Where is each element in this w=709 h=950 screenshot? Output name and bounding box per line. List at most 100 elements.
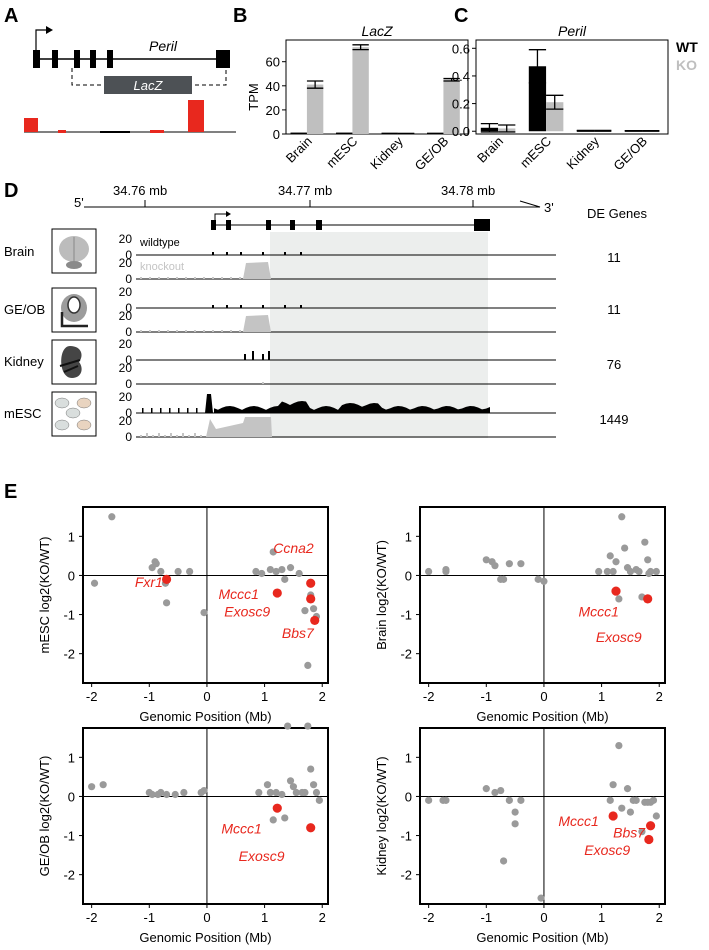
category-label: GE/OB	[610, 134, 650, 174]
x-tick-label: 0	[540, 910, 547, 925]
y-tick-label: -2	[400, 868, 412, 883]
coverage-wt	[151, 408, 153, 413]
y-tick-label: -1	[400, 608, 412, 623]
coverage-ko	[221, 277, 223, 279]
grey-point	[540, 577, 548, 585]
exon	[211, 220, 216, 230]
coverage-ko	[164, 435, 166, 437]
coverage-ko	[149, 330, 151, 332]
tissue-name: mESC	[4, 406, 42, 421]
grey-point	[281, 575, 289, 583]
gene-point-mccc1	[611, 586, 621, 596]
x-tick-label: 1	[598, 689, 605, 704]
exon	[266, 220, 271, 230]
y-tick-label: 0.6	[452, 41, 470, 56]
grey-point	[537, 894, 545, 902]
y-tick-label: -2	[63, 647, 75, 662]
y-tick-label: 1	[68, 750, 75, 765]
coverage-ko	[176, 435, 178, 437]
grey-point	[263, 781, 272, 789]
coord-label: 34.78 mb	[441, 183, 495, 198]
y-tick-label: 20	[266, 103, 280, 118]
grey-point	[315, 796, 323, 804]
coverage-peak	[24, 118, 38, 132]
lacz-bar-chart: LacZ 0 20 40 60 TPM Brain mESC Kidney GE/OB	[246, 23, 469, 173]
x-tick-label: -1	[481, 910, 493, 925]
plot-frame	[475, 39, 669, 135]
grey-point	[301, 788, 309, 797]
lacz-cassette-label: LacZ	[134, 78, 164, 93]
panel-label-d: D	[4, 180, 18, 202]
grey-point	[269, 816, 277, 824]
x-tick-label: 0	[203, 910, 210, 925]
grey-point	[108, 513, 116, 521]
y-tick-label: 0.0	[452, 124, 470, 139]
coverage-ko	[140, 330, 142, 332]
coverage-wt	[268, 351, 270, 360]
grey-point	[162, 599, 171, 607]
grey-point	[309, 605, 318, 613]
x-axis-label: Genomic Position (Mb)	[476, 709, 608, 724]
plot-frame	[82, 506, 329, 684]
chart-title: LacZ	[361, 23, 393, 39]
coverage-peak	[58, 130, 66, 133]
grey-point	[618, 804, 626, 812]
de-count: 1449	[600, 412, 629, 427]
coverage-wt	[240, 305, 242, 308]
y-tick-label: 0.2	[452, 97, 470, 112]
track-ymin: 0	[125, 301, 132, 315]
grey-point	[641, 538, 649, 546]
coverage-ko	[176, 330, 178, 332]
coverage-wt	[300, 252, 302, 255]
exon	[216, 50, 230, 68]
gene-model: Peril LacZ	[24, 26, 236, 133]
x-tick-label: 2	[319, 689, 326, 704]
gene-label: Mccc1	[218, 586, 258, 602]
coverage-ko	[243, 315, 271, 332]
track-ymax: 20	[119, 414, 133, 428]
grey-point	[258, 569, 266, 578]
x-axis-label: Genomic Position (Mb)	[139, 930, 271, 945]
axis-arrow-icon	[519, 200, 541, 208]
grey-point	[595, 567, 603, 576]
track-ymax: 20	[119, 256, 133, 270]
grey-point	[88, 783, 96, 791]
y-tick-label: -2	[63, 868, 75, 883]
coverage-ko	[239, 330, 241, 332]
gene-label: Exosc9	[224, 604, 270, 620]
gene-point-ccna2	[306, 578, 316, 588]
x-tick-label: -1	[481, 689, 493, 704]
y-tick-label: 0.4	[452, 69, 470, 84]
gene-label: Fxr1	[135, 574, 163, 590]
coverage-ko	[230, 330, 232, 332]
brain-icon	[51, 228, 97, 274]
x-tick-label: 2	[656, 689, 663, 704]
gene-label: Mccc1	[579, 604, 619, 620]
grey-point	[284, 722, 292, 730]
grey-point	[278, 565, 286, 574]
y-axis-label: GE/OB log2(KO/WT)	[37, 756, 52, 877]
coverage-wt	[284, 252, 286, 255]
grey-point	[266, 788, 274, 797]
wildtype-label: wildtype	[139, 237, 180, 249]
y-tick-label: 0	[405, 789, 412, 804]
coverage-ko	[140, 277, 142, 279]
grey-point	[499, 857, 508, 865]
gene-label: Exosc9	[596, 629, 642, 645]
tss-arrowhead-icon	[46, 26, 53, 34]
grey-point	[157, 567, 165, 576]
grey-point	[278, 790, 286, 799]
panel-label-c: C	[454, 5, 468, 27]
gene-point-exosc9	[306, 594, 316, 604]
x-axis-label: Genomic Position (Mb)	[476, 930, 608, 945]
grey-point	[635, 567, 643, 576]
legend-ko: KO	[676, 57, 697, 73]
grey-point	[632, 796, 640, 804]
gene-point-exosc9	[644, 834, 654, 845]
exon	[90, 50, 96, 68]
y-tick-label: -1	[63, 829, 75, 844]
legend-wt: WT	[676, 39, 698, 55]
track-ymax: 20	[119, 361, 133, 375]
y-tick-label: -1	[63, 608, 75, 623]
